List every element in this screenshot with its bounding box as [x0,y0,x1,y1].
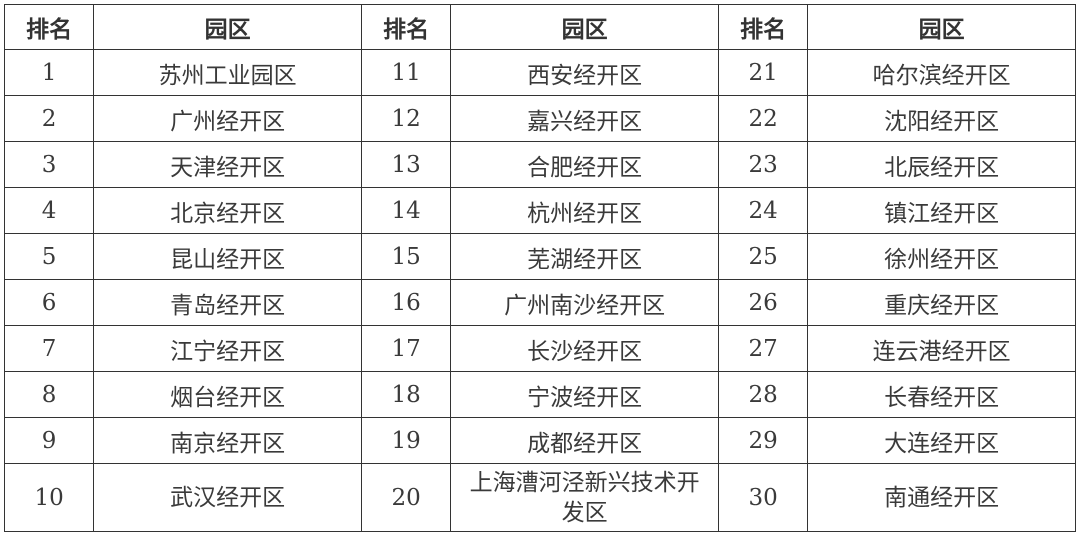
rank-cell: 26 [717,279,809,326]
park-cell: 昆山经开区 [93,233,362,280]
park-cell: 哈尔滨经开区 [807,49,1076,96]
park-cell: 长春经开区 [807,371,1076,418]
park-cell: 广州南沙经开区 [450,279,719,326]
park-cell: 武汉经开区 [93,463,362,532]
rank-cell: 25 [717,233,809,280]
park-cell: 苏州工业园区 [93,49,362,96]
rank-cell: 5 [3,233,95,280]
rank-cell: 6 [3,279,95,326]
table-row: 4 北京经开区 14 杭州经开区 24 镇江经开区 [3,187,1076,234]
park-cell: 青岛经开区 [93,279,362,326]
park-cell: 沈阳经开区 [807,95,1076,142]
park-cell: 徐州经开区 [807,233,1076,280]
rank-cell: 15 [360,233,452,280]
rank-cell: 4 [3,187,95,234]
rank-cell: 24 [717,187,809,234]
rank-cell: 1 [3,49,95,96]
table-row: 10 武汉经开区 20 上海漕河泾新兴技术开发区 30 南通经开区 [3,463,1076,532]
rank-cell: 30 [717,463,809,532]
park-cell: 芜湖经开区 [450,233,719,280]
park-cell: 杭州经开区 [450,187,719,234]
rank-cell: 8 [3,371,95,418]
table-row: 6 青岛经开区 16 广州南沙经开区 26 重庆经开区 [3,279,1076,326]
park-ranking-table: 排名 园区 排名 园区 排名 园区 1 苏州工业园区 11 西安经开区 21 哈尔滨经开区… [3,4,1076,532]
rank-cell: 22 [717,95,809,142]
rank-cell: 27 [717,325,809,372]
rank-cell: 11 [360,49,452,96]
rank-cell: 10 [3,463,95,532]
park-cell: 北辰经开区 [807,141,1076,188]
rank-cell: 2 [3,95,95,142]
rank-cell: 21 [717,49,809,96]
park-cell: 上海漕河泾新兴技术开发区 [450,463,719,532]
table-row: 5 昆山经开区 15 芜湖经开区 25 徐州经开区 [3,233,1076,280]
park-cell: 南京经开区 [93,417,362,464]
table-row: 1 苏州工业园区 11 西安经开区 21 哈尔滨经开区 [3,49,1076,96]
rank-cell: 3 [3,141,95,188]
rank-cell: 7 [3,325,95,372]
rank-cell: 13 [360,141,452,188]
table-row: 2 广州经开区 12 嘉兴经开区 22 沈阳经开区 [3,95,1076,142]
header-rank: 排名 [717,4,809,50]
header-rank: 排名 [360,4,452,50]
park-cell: 镇江经开区 [807,187,1076,234]
park-cell: 北京经开区 [93,187,362,234]
park-cell: 成都经开区 [450,417,719,464]
table-row: 7 江宁经开区 17 长沙经开区 27 连云港经开区 [3,325,1076,372]
rank-cell: 12 [360,95,452,142]
park-cell: 合肥经开区 [450,141,719,188]
park-cell: 西安经开区 [450,49,719,96]
rank-cell: 19 [360,417,452,464]
rank-cell: 16 [360,279,452,326]
table-row: 3 天津经开区 13 合肥经开区 23 北辰经开区 [3,141,1076,188]
rank-cell: 17 [360,325,452,372]
header-rank: 排名 [3,4,95,50]
rank-cell: 18 [360,371,452,418]
park-cell: 宁波经开区 [450,371,719,418]
park-cell: 广州经开区 [93,95,362,142]
park-cell: 大连经开区 [807,417,1076,464]
header-park: 园区 [807,4,1076,50]
park-cell: 江宁经开区 [93,325,362,372]
rank-cell: 23 [717,141,809,188]
rank-cell: 28 [717,371,809,418]
rank-cell: 14 [360,187,452,234]
header-row: 排名 园区 排名 园区 排名 园区 [3,4,1076,50]
park-cell: 烟台经开区 [93,371,362,418]
park-cell: 连云港经开区 [807,325,1076,372]
table-row: 8 烟台经开区 18 宁波经开区 28 长春经开区 [3,371,1076,418]
header-park: 园区 [450,4,719,50]
park-cell: 重庆经开区 [807,279,1076,326]
table-row: 9 南京经开区 19 成都经开区 29 大连经开区 [3,417,1076,464]
park-cell: 嘉兴经开区 [450,95,719,142]
rank-cell: 29 [717,417,809,464]
park-cell: 天津经开区 [93,141,362,188]
rank-cell: 9 [3,417,95,464]
header-park: 园区 [93,4,362,50]
rank-cell: 20 [360,463,452,532]
park-cell: 长沙经开区 [450,325,719,372]
park-cell: 南通经开区 [807,463,1076,532]
